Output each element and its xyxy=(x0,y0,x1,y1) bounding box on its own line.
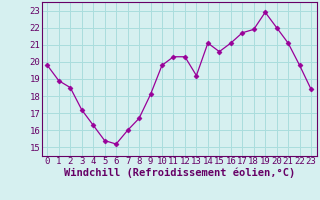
X-axis label: Windchill (Refroidissement éolien,°C): Windchill (Refroidissement éolien,°C) xyxy=(64,168,295,178)
